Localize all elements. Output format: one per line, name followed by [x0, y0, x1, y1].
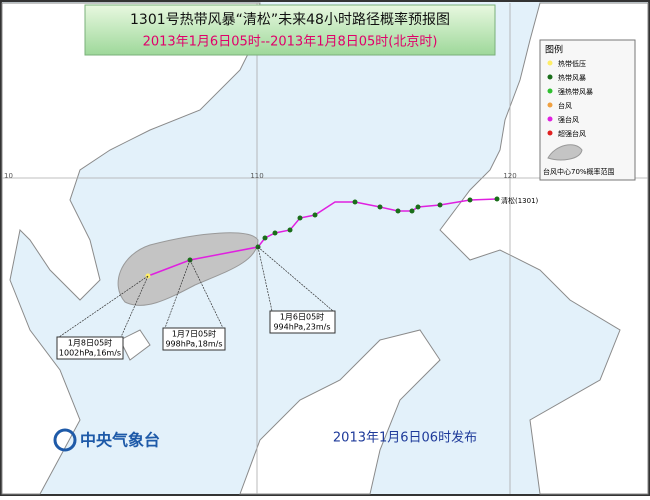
track-point — [297, 215, 303, 221]
leader-lines — [58, 246, 334, 338]
leader-line — [257, 246, 334, 312]
leader-line — [164, 259, 191, 329]
legend-label: 热带风暴 — [558, 73, 586, 82]
track-point — [377, 204, 383, 210]
annotation-box — [269, 310, 336, 334]
legend-swatch — [547, 74, 553, 80]
legend-title: 图例 — [545, 44, 563, 56]
logo-icon — [53, 428, 77, 452]
track-point — [415, 204, 421, 210]
legend-cone-label: 台风中心70%概率范围 — [543, 167, 615, 176]
track-point — [409, 208, 415, 214]
issue-time: 2013年1月6日06时发布 — [333, 430, 477, 446]
legend-cone — [547, 144, 583, 161]
leader-line — [120, 275, 149, 338]
track-point — [352, 199, 358, 205]
leader-line — [257, 246, 273, 312]
annotations: 1月6日05时 994hPa,23m/s 1月7日05时 998hPa,18m/… — [56, 310, 336, 360]
annotation-time: 1月7日05时 — [172, 329, 216, 339]
probability-cone — [117, 232, 259, 306]
legend-items: 热带低压 热带风暴 强热带风暴 台风 强台风 超强台风 台风中心70%概率范围 — [543, 59, 615, 176]
track-point — [395, 208, 401, 214]
annotation-info: 998hPa,18m/s — [165, 340, 222, 349]
grid-label: 10 — [4, 172, 13, 180]
logo: 中央气象台 — [53, 428, 160, 452]
legend-label: 超强台风 — [558, 129, 586, 138]
leader-line — [189, 259, 224, 329]
grid-label: 110 — [250, 172, 263, 180]
track-point — [494, 196, 500, 202]
track-point — [262, 235, 268, 241]
annotation-time: 1月8日05时 — [68, 338, 112, 348]
legend-label: 热带低压 — [558, 59, 586, 68]
track-point — [272, 230, 278, 236]
legend-swatch — [547, 116, 553, 122]
annotation-info: 994hPa,23m/s — [273, 323, 330, 332]
title: 1301号热带风暴“清松”未来48小时路径概率预报图 — [130, 11, 450, 28]
track-point — [312, 212, 318, 218]
annotation-box — [162, 327, 226, 351]
legend-label: 台风 — [558, 101, 572, 110]
track-point — [437, 202, 443, 208]
subtitle: 2013年1月6日05时--2013年1月8日05时(北京时) — [143, 35, 438, 50]
annotation-info: 1002hPa,16m/s — [59, 349, 121, 358]
legend-label: 强台风 — [558, 115, 579, 124]
legend-swatch — [547, 60, 553, 66]
agency-name: 中央气象台 — [80, 431, 160, 450]
track-point — [287, 227, 293, 233]
legend-swatch — [547, 102, 553, 108]
track-point — [467, 197, 473, 203]
grid-label: 120 — [503, 172, 516, 180]
title-box — [84, 4, 496, 56]
annotation-box — [56, 336, 124, 360]
legend-swatch — [547, 88, 553, 94]
legend-label: 强热带风暴 — [558, 87, 593, 96]
annotation-time: 1月6日05时 — [280, 312, 324, 322]
legend-swatch — [547, 130, 553, 136]
storm-label: 清松(1301) — [501, 196, 539, 205]
